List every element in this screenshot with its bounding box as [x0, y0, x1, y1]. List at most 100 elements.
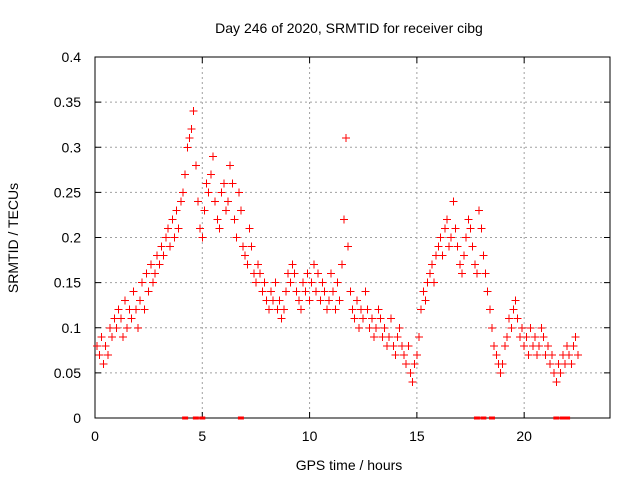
data-point — [380, 323, 389, 332]
y-tick-label: 0.1 — [62, 320, 82, 336]
data-point — [181, 170, 190, 179]
data-point — [228, 179, 237, 188]
data-point — [434, 242, 443, 251]
data-point — [286, 278, 295, 287]
data-point — [344, 242, 353, 251]
data-point — [198, 233, 207, 242]
data-point — [524, 350, 533, 359]
data-point — [483, 287, 492, 296]
y-tick-label: 0.15 — [54, 275, 81, 291]
data-point — [118, 332, 127, 341]
data-point — [496, 368, 505, 377]
data-point — [217, 188, 226, 197]
data-point — [292, 287, 301, 296]
data-point — [97, 332, 106, 341]
data-point — [161, 233, 170, 242]
data-point — [297, 305, 305, 314]
data-point — [131, 305, 140, 314]
data-point — [144, 287, 153, 296]
data-point — [148, 278, 157, 287]
data-point — [490, 341, 499, 350]
data-point — [374, 305, 383, 314]
data-point — [299, 278, 308, 287]
y-tick-label: 0.2 — [62, 230, 82, 246]
data-point — [410, 359, 419, 368]
data-point — [387, 314, 396, 323]
data-point — [288, 260, 297, 269]
data-point — [331, 305, 340, 314]
data-point — [492, 350, 501, 359]
data-point — [187, 125, 196, 134]
data-point — [539, 332, 548, 341]
data-point — [258, 287, 267, 296]
data-point — [346, 287, 355, 296]
data-point — [384, 332, 393, 341]
data-point — [245, 224, 254, 233]
data-point — [427, 260, 436, 269]
data-point — [176, 197, 185, 206]
data-point — [451, 224, 460, 233]
x-axis-label: GPS time / hours — [296, 457, 403, 473]
data-point — [157, 242, 166, 251]
data-point — [509, 305, 518, 314]
data-point — [569, 341, 578, 350]
plot-frame — [94, 56, 611, 419]
data-point — [93, 341, 102, 350]
data-point — [172, 206, 181, 215]
data-point — [159, 251, 168, 260]
data-point — [239, 242, 248, 251]
data-point — [445, 242, 454, 251]
data-point — [372, 323, 381, 332]
data-point — [460, 251, 469, 260]
data-point — [329, 287, 338, 296]
data-point — [470, 260, 479, 269]
data-point — [363, 305, 372, 314]
data-point — [449, 197, 458, 206]
data-point — [127, 314, 136, 323]
data-point — [183, 143, 192, 152]
chart-title: Day 246 of 2020, SRMTID for receiver cib… — [215, 20, 483, 36]
data-point — [305, 296, 314, 305]
data-point — [174, 224, 183, 233]
data-point — [204, 188, 213, 197]
data-point — [402, 359, 411, 368]
data-point — [185, 134, 194, 143]
data-point — [243, 260, 252, 269]
data-point — [522, 332, 531, 341]
data-point — [462, 233, 471, 242]
data-point — [320, 287, 329, 296]
data-point — [533, 350, 542, 359]
data-point — [316, 296, 325, 305]
data-point — [359, 314, 368, 323]
data-point — [333, 278, 342, 287]
data-point — [425, 269, 434, 278]
data-point — [400, 350, 408, 359]
data-point — [442, 215, 451, 224]
y-axis-label: SRMTID / TECUs — [5, 183, 21, 293]
data-point — [163, 224, 172, 233]
axis-layer: 0 5 10 15 20 0 0.05 0.1 0.15 0.2 0.25 0.3 0.35 0.4 — [54, 49, 611, 444]
data-point — [312, 287, 321, 296]
data-point — [350, 314, 359, 323]
data-point — [348, 305, 357, 314]
data-point — [548, 350, 557, 359]
data-point — [254, 260, 263, 269]
data-point — [518, 323, 527, 332]
data-point — [327, 269, 336, 278]
data-point — [498, 359, 507, 368]
data-point — [430, 278, 439, 287]
data-point — [472, 269, 481, 278]
y-tick-label: 0.35 — [54, 94, 81, 110]
x-tick-label: 5 — [198, 428, 206, 444]
data-point — [537, 323, 546, 332]
data-point — [116, 314, 125, 323]
data-point — [307, 278, 316, 287]
data-point — [108, 332, 117, 341]
data-point — [573, 350, 582, 359]
data-point — [565, 350, 574, 359]
data-point — [395, 323, 404, 332]
x-tick-label: 20 — [516, 428, 532, 444]
